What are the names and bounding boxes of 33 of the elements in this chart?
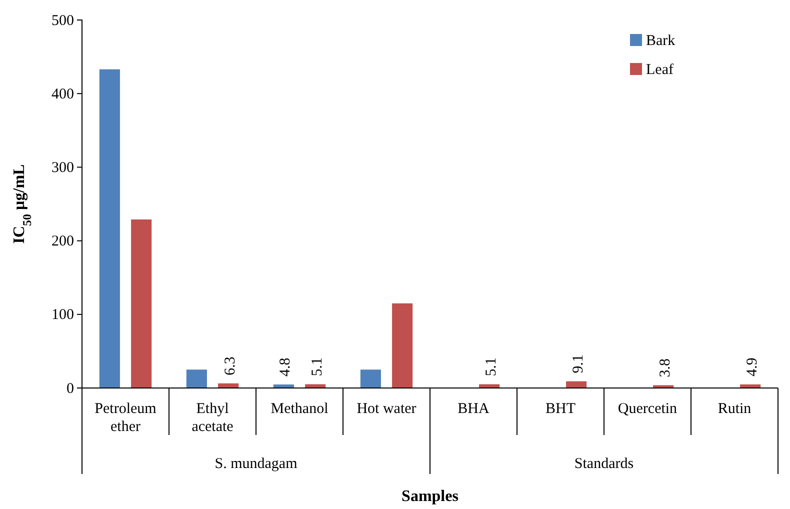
data-label: 4.8 — [278, 358, 294, 376]
x-tick-label: Ethyl acetate — [192, 401, 234, 435]
y-tick-label: 0 — [66, 380, 74, 397]
bar — [186, 370, 207, 388]
x-tick-label: BHA — [458, 401, 490, 417]
legend-label: Leaf — [646, 62, 674, 78]
bar — [392, 303, 413, 388]
x-tick-label: BHT — [546, 401, 576, 417]
data-label: 6.3 — [222, 356, 238, 376]
y-tick-label: 200 — [52, 234, 74, 250]
y-tick-label: 100 — [52, 307, 74, 324]
x-axis-title: Samples — [402, 488, 458, 505]
x-tick-label: Petroleum ether — [94, 401, 157, 435]
bar — [131, 219, 152, 388]
x-tick-label: Methanol — [270, 401, 328, 417]
data-label: 5.1 — [309, 357, 326, 376]
data-label: 3.8 — [657, 358, 674, 378]
x-tick-label: Rutin — [718, 401, 752, 417]
bar — [479, 384, 500, 388]
x-tick-label: Quercetin — [618, 401, 678, 417]
y-tick-label: 300 — [52, 160, 74, 176]
y-tick-label: 400 — [52, 86, 74, 102]
text: Standards — [574, 456, 634, 472]
bar — [360, 370, 381, 388]
x-tick-label: Hot water — [356, 401, 416, 417]
bar — [305, 384, 326, 388]
bar — [99, 69, 120, 388]
data-label: 9.1 — [570, 354, 586, 374]
data-label: 5.1 — [483, 357, 500, 376]
legend-label: Bark — [646, 33, 676, 49]
y-tick-label: 500 — [52, 12, 74, 29]
data-label: 4.9 — [744, 358, 760, 376]
text: S. mundagam — [214, 456, 298, 472]
